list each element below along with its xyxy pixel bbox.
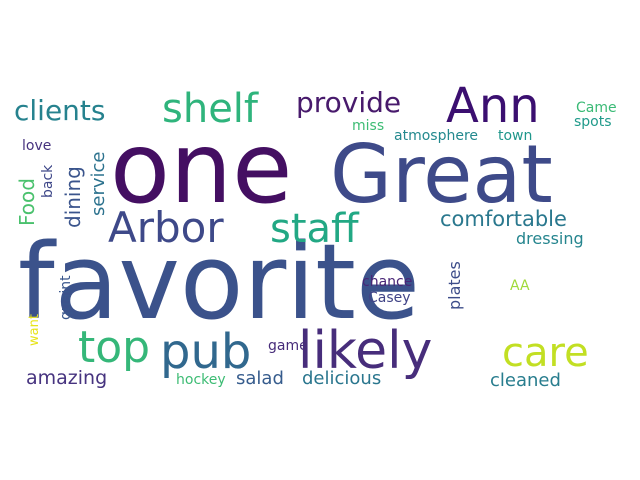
word-top: top [78,322,150,373]
word-cleaned: cleaned [490,370,561,391]
word-ann: Ann [446,78,540,134]
word-town: town [498,128,532,144]
word-comfortable: comfortable [440,207,567,231]
word-atmosphere: atmosphere [394,128,478,144]
word-game: game [268,338,308,354]
word-great: Great [330,128,553,221]
word-staff: staff [270,206,360,252]
word-arbor: Arbor [108,203,224,252]
word-care: care [502,330,589,376]
word-dining: dining [61,166,85,228]
word-chance: chance [362,274,412,290]
word-one: one [110,112,292,226]
word-amazing: amazing [26,367,107,389]
word-came: Came [576,100,617,116]
word-clients: clients [14,94,106,127]
word-want: want [27,314,42,346]
word-favorite: favorite [18,221,420,343]
word-quaint: quaint [58,275,74,320]
word-spots: spots [574,114,612,130]
word-salad: salad [236,368,284,389]
word-hockey: hockey [176,372,226,388]
word-love: love [22,138,51,154]
word-delicious: delicious [302,368,381,389]
word-dressing: dressing [516,229,584,248]
word-casey: Casey [368,290,411,306]
word-miss: miss [352,118,384,134]
word-provide: provide [296,86,401,119]
word-pub: pub [160,324,251,380]
word-aa: AA [510,278,530,294]
word-service: service [88,152,109,216]
word-likely: likely [298,321,432,381]
word-food: Food [15,178,39,226]
word-back: back [40,164,56,198]
word-shelf: shelf [162,86,259,132]
word-plates: plates [445,261,464,310]
